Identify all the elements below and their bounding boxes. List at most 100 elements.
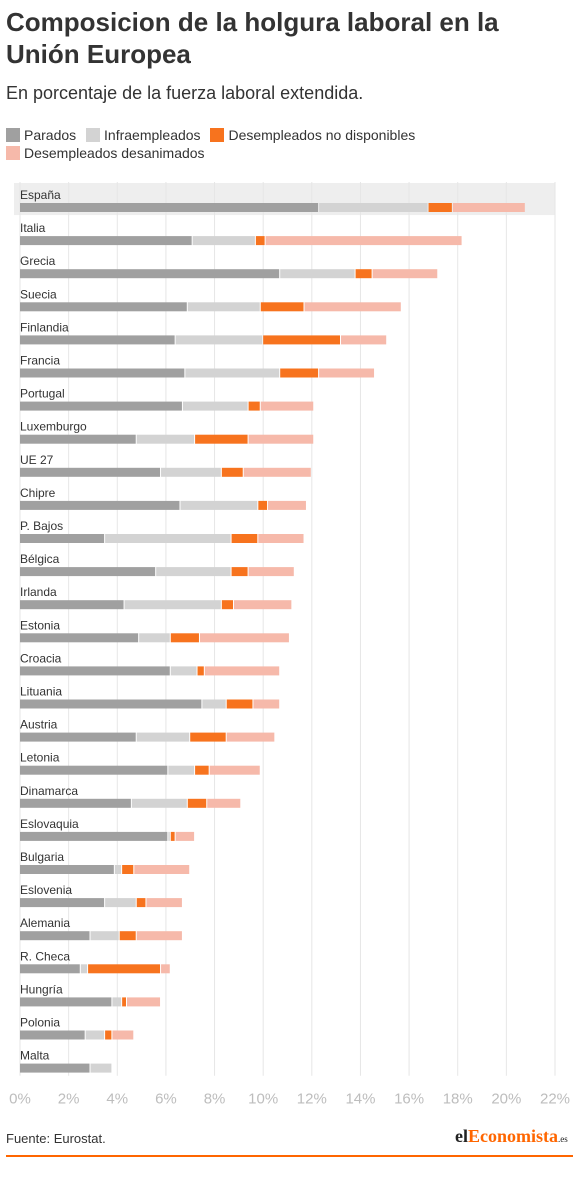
- x-tick-label: 12%: [297, 1091, 327, 1108]
- category-label: Lituania: [20, 685, 62, 699]
- category-label: Hungría: [20, 982, 63, 996]
- bar-infraempleados-portugal: [182, 401, 248, 411]
- bar-parados-r-checa: [20, 964, 80, 974]
- bar-desempleados-no-disponibles-r-checa: [88, 964, 161, 974]
- bar-infraempleados-grecia: [280, 269, 355, 279]
- legend-item-no-disponibles: Desempleados no disponibles: [210, 126, 415, 144]
- bar-parados-chipre: [20, 500, 180, 510]
- x-tick-label: 8%: [204, 1091, 226, 1108]
- bar-desempleados-no-disponibles-bulgaria: [122, 865, 134, 874]
- bar-parados-suecia: [20, 302, 187, 312]
- legend-swatch-parados: [6, 128, 20, 142]
- logo-accent: Economista: [468, 1126, 558, 1146]
- bar-desempleados-desanimados-bulgaria: [134, 865, 190, 874]
- x-tick-label: 20%: [491, 1091, 521, 1108]
- bar-parados-estonia: [20, 633, 139, 643]
- bar-desempleados-no-disponibles-belgica: [231, 567, 248, 577]
- category-label: Bélgica: [20, 552, 60, 566]
- bar-infraempleados-alemania: [90, 931, 119, 941]
- bar-desempleados-no-disponibles-eslovaquia: [170, 831, 175, 841]
- bar-desempleados-no-disponibles-italia: [255, 236, 265, 246]
- category-label: Bulgaria: [20, 850, 64, 864]
- bar-desempleados-desanimados-croacia: [204, 666, 280, 676]
- bar-infraempleados-espana: [319, 203, 428, 212]
- bar-infraempleados-letonia: [168, 765, 195, 775]
- bar-parados-lituania: [20, 699, 202, 709]
- category-label: Malta: [20, 1049, 50, 1063]
- bar-parados-belgica: [20, 567, 156, 577]
- bar-desempleados-desanimados-eslovaquia: [175, 831, 195, 841]
- bar-infraempleados-lituania: [202, 699, 226, 709]
- bar-desempleados-no-disponibles-alemania: [119, 931, 136, 941]
- bar-desempleados-no-disponibles-luxemburgo: [195, 434, 248, 444]
- category-label: Polonia: [20, 1016, 60, 1030]
- bar-infraempleados-dinamarca: [131, 798, 187, 808]
- bar-desempleados-desanimados-hungria: [127, 997, 161, 1007]
- bar-parados-eslovenia: [20, 898, 105, 908]
- bar-parados-eslovaquia: [20, 831, 168, 841]
- bar-desempleados-desanimados-dinamarca: [207, 798, 241, 808]
- bar-desempleados-no-disponibles-polonia: [105, 1030, 112, 1040]
- bar-desempleados-desanimados-luxemburgo: [248, 434, 314, 444]
- category-label: Eslovenia: [20, 883, 72, 897]
- x-tick-label: 0%: [9, 1091, 31, 1108]
- bar-infraempleados-finlandia: [175, 335, 263, 345]
- bar-infraempleados-suecia: [187, 302, 260, 312]
- bar-parados-letonia: [20, 765, 168, 775]
- bar-parados-portugal: [20, 401, 182, 411]
- bar-parados-alemania: [20, 931, 90, 941]
- bar-parados-croacia: [20, 666, 170, 676]
- category-label: Suecia: [20, 287, 57, 301]
- x-tick-label: 2%: [58, 1091, 80, 1108]
- bar-infraempleados-bulgaria: [114, 865, 122, 874]
- chart-title: Composicion de la holgura laboral en la …: [6, 7, 499, 69]
- bar-infraempleados-polonia: [85, 1030, 105, 1040]
- x-tick-label: 18%: [443, 1091, 473, 1108]
- bar-desempleados-desanimados-alemania: [136, 931, 182, 941]
- category-label: Portugal: [20, 387, 65, 401]
- bar-parados-grecia: [20, 269, 280, 279]
- bar-infraempleados-irlanda: [124, 600, 221, 610]
- bar-infraempleados-austria: [136, 732, 190, 742]
- bar-infraempleados-ue-27: [161, 467, 221, 477]
- logo-suffix: .es: [558, 1134, 568, 1144]
- bar-desempleados-no-disponibles-ue-27: [221, 467, 243, 477]
- x-tick-label: 6%: [155, 1091, 177, 1108]
- category-label: Luxemburgo: [20, 420, 87, 434]
- x-tick-label: 14%: [345, 1091, 375, 1108]
- bar-desempleados-desanimados-eslovenia: [146, 898, 182, 908]
- bar-desempleados-no-disponibles-portugal: [248, 401, 260, 411]
- bar-desempleados-no-disponibles-suecia: [260, 302, 304, 312]
- eleconomista-logo: elEconomista.es: [455, 1126, 568, 1147]
- bar-desempleados-desanimados-chipre: [268, 500, 306, 510]
- chart-legend: Parados Infraempleados Desempleados no d…: [6, 126, 476, 162]
- bar-infraempleados-italia: [192, 236, 255, 246]
- bar-desempleados-desanimados-italia: [265, 236, 462, 246]
- legend-item-desanimados: Desempleados desanimados: [6, 144, 205, 162]
- bar-desempleados-desanimados-portugal: [260, 401, 314, 411]
- bar-parados-dinamarca: [20, 798, 131, 808]
- legend-swatch-infraempleados: [86, 128, 101, 142]
- bar-infraempleados-eslovaquia: [168, 831, 170, 841]
- bar-desempleados-desanimados-espana: [452, 203, 525, 212]
- bar-parados-austria: [20, 732, 136, 742]
- x-tick-label: 4%: [106, 1091, 128, 1108]
- x-tick-label: 22%: [540, 1091, 570, 1108]
- bar-desempleados-no-disponibles-dinamarca: [187, 798, 207, 808]
- bar-desempleados-desanimados-finlandia: [341, 335, 387, 345]
- bar-desempleados-no-disponibles-hungria: [122, 997, 126, 1007]
- bar-desempleados-no-disponibles-estonia: [170, 633, 199, 643]
- legend-label-no-disponibles: Desempleados no disponibles: [228, 127, 416, 143]
- bar-desempleados-desanimados-lituania: [253, 699, 280, 709]
- bar-infraempleados-croacia: [170, 666, 197, 676]
- bar-parados-hungria: [20, 997, 112, 1007]
- category-label: España: [20, 188, 61, 202]
- bar-desempleados-no-disponibles-austria: [190, 732, 226, 742]
- bar-parados-polonia: [20, 1030, 85, 1040]
- bar-desempleados-desanimados-grecia: [372, 269, 438, 279]
- category-label: Chipre: [20, 486, 56, 500]
- bar-desempleados-desanimados-francia: [319, 368, 375, 378]
- category-label: Croacia: [20, 651, 62, 665]
- bar-desempleados-no-disponibles-lituania: [226, 699, 253, 709]
- category-label: R. Checa: [20, 949, 70, 963]
